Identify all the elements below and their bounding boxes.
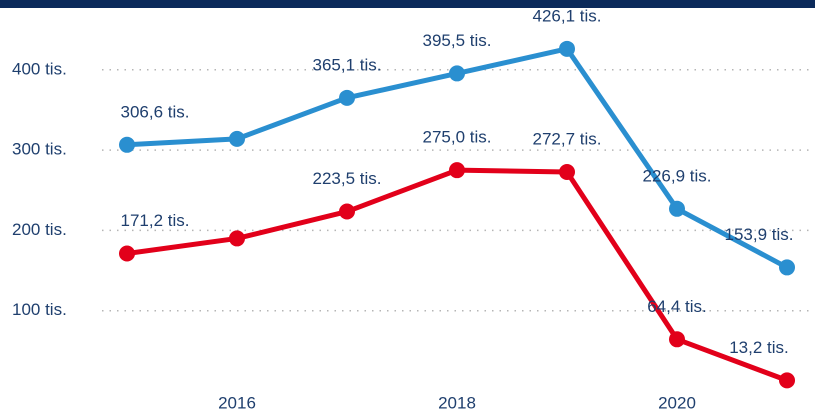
data-label: 153,9 tis.	[725, 225, 794, 244]
data-label: 171,2 tis.	[121, 211, 190, 230]
point	[559, 40, 575, 57]
data-label: 426,1 tis.	[533, 6, 602, 25]
series-line	[126, 167, 788, 383]
point	[669, 331, 685, 348]
series-line	[126, 46, 789, 270]
point	[449, 162, 465, 179]
point	[119, 245, 135, 262]
data-label: 64,4 tis.	[647, 297, 707, 316]
point	[339, 89, 355, 106]
y-tick-label: 400 tis.	[12, 59, 67, 78]
y-tick-label: 100 tis.	[12, 300, 67, 319]
data-label: 306,6 tis.	[121, 102, 190, 121]
data-label: 365,1 tis.	[313, 55, 382, 74]
x-tick-label: 2020	[658, 393, 696, 412]
data-label: 13,2 tis.	[729, 338, 789, 357]
y-tick-label: 300 tis.	[12, 140, 67, 159]
data-label: 395,5 tis.	[423, 31, 492, 50]
data-label: 275,0 tis.	[423, 128, 492, 147]
point	[339, 203, 355, 220]
point	[229, 130, 245, 147]
point	[779, 259, 795, 276]
data-label: 226,9 tis.	[643, 166, 712, 185]
point	[669, 200, 685, 217]
point	[119, 136, 135, 153]
y-tick-label: 200 tis.	[12, 220, 67, 239]
top-bar	[0, 0, 815, 8]
point	[559, 164, 575, 181]
point	[229, 230, 245, 247]
point	[779, 372, 795, 389]
data-label: 223,5 tis.	[313, 169, 382, 188]
x-tick-label: 2016	[218, 393, 256, 412]
x-tick-label: 2018	[438, 393, 476, 412]
point	[449, 65, 465, 82]
data-label: 272,7 tis.	[533, 130, 602, 149]
